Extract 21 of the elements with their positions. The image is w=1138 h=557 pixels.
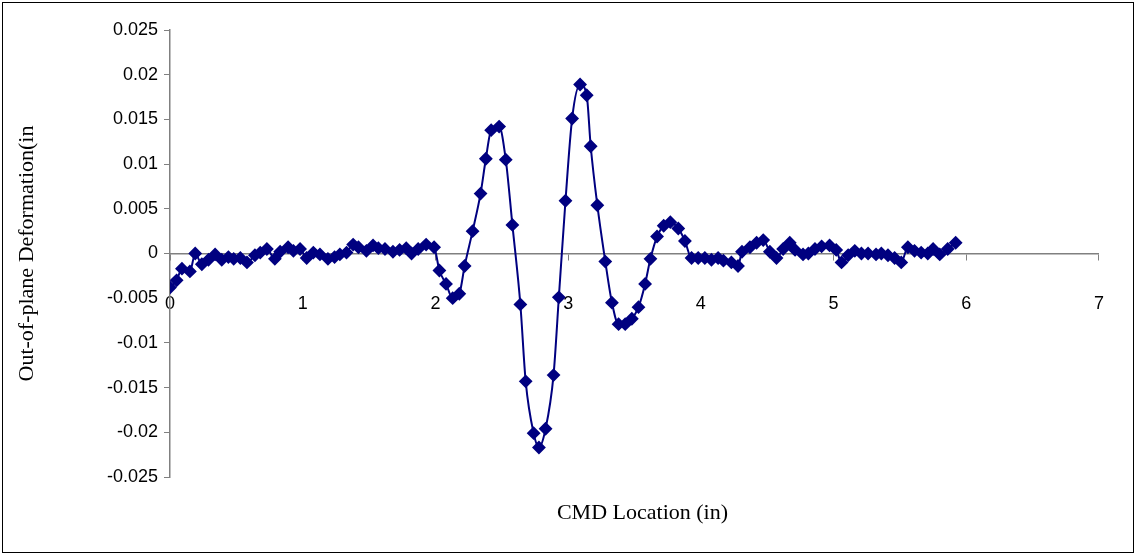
y-axis-title: Out-of-plane Deformation(in (12, 125, 38, 382)
y-tick-label: 0.015 (112, 108, 158, 129)
x-tick-label: 0 (164, 293, 176, 314)
x-axis-title: CMD Location (in) (556, 498, 729, 524)
y-tick-label: 0.02 (122, 63, 158, 84)
x-tick-label: 5 (828, 293, 839, 314)
y-tick-label: -0.005 (106, 287, 158, 308)
y-tick-label: -0.01 (116, 331, 158, 352)
x-tick-label: 3 (563, 293, 574, 314)
x-tick-label: 6 (961, 293, 972, 314)
y-tick-label: 0.025 (112, 18, 158, 39)
y-tick-label: -0.02 (116, 421, 158, 442)
y-tick-label: 0.01 (122, 153, 158, 174)
x-tick-label: 2 (430, 293, 441, 314)
y-tick-label: 0.005 (112, 197, 158, 218)
y-tick-label: 0 (147, 242, 158, 263)
x-tick-label: 4 (695, 293, 706, 314)
x-tick-label: 7 (1093, 293, 1104, 314)
x-tick-label: 1 (297, 293, 308, 314)
y-tick-label: -0.015 (106, 376, 158, 397)
y-tick-label: -0.025 (106, 465, 158, 486)
